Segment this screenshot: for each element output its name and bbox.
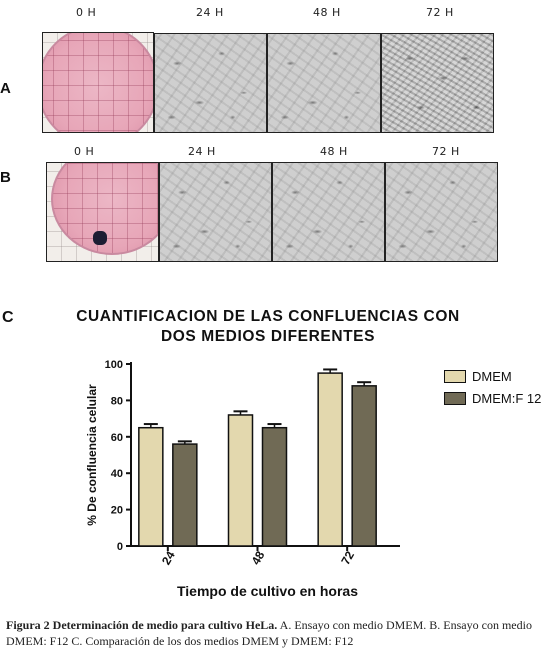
panel-b-image-48h: [272, 162, 385, 262]
bar-dmem-48: [227, 414, 254, 547]
panel-a-time-0h: 0 H: [76, 6, 97, 19]
caption-text: A. Ensayo con medio DMEM. B. Ensayo con …: [6, 618, 532, 648]
panel-b-image-72h: [385, 162, 498, 262]
y-tick-label: 100: [105, 359, 123, 371]
legend-item-dmem: DMEM: [444, 369, 512, 384]
x-tick-label: 48: [249, 548, 268, 567]
panel-a-image-72h: [381, 33, 494, 133]
panel-a-image-24h: [154, 33, 267, 133]
panel-a-label: A: [0, 80, 11, 97]
legend-item-dmem-f12: DMEM:F 12: [444, 391, 541, 406]
bar-dmem-f-12-72: [351, 385, 377, 547]
y-tick-label: 40: [111, 468, 123, 480]
y-tick-label: 20: [111, 505, 123, 517]
panel-b-time-0h: 0 H: [74, 145, 95, 158]
x-tick-label: 72: [338, 548, 357, 567]
legend-swatch-dmem-f12: [444, 392, 466, 405]
legend-swatch-dmem: [444, 370, 466, 383]
panel-a-image-0h: [42, 32, 154, 133]
bar-dmem-f-12-48: [261, 426, 288, 547]
panel-a-image-48h: [267, 33, 381, 133]
panel-b-image-24h: [159, 162, 272, 262]
panel-a-time-24h: 24 H: [196, 6, 224, 19]
panel-c-label: C: [2, 309, 14, 326]
panel-b-time-24h: 24 H: [188, 145, 216, 158]
panel-b-label: B: [0, 169, 11, 186]
panel-a-time-72h: 72 H: [426, 6, 454, 19]
dark-mark: [93, 231, 107, 245]
y-axis-title: % De confluencia celular: [85, 384, 99, 526]
bar-dmem-72: [317, 372, 343, 547]
chart-title-line2: DOS MEDIOS DIFERENTES: [160, 328, 376, 345]
y-tick-label: 60: [111, 432, 123, 444]
panel-a-time-48h: 48 H: [313, 6, 341, 19]
y-tick-label: 0: [117, 541, 123, 553]
bar-dmem-24: [138, 426, 164, 547]
caption-bold: Figura 2 Determinación de medio para cul…: [6, 618, 278, 632]
x-tick-label: 24: [159, 548, 178, 567]
y-tick-label: 80: [111, 395, 123, 407]
panel-b-image-0h: [46, 162, 159, 262]
legend-label-dmem-f12: DMEM:F 12: [472, 391, 542, 406]
chart-title-line1: CUANTIFICACION DE LAS CONFLUENCIAS CON: [76, 308, 460, 325]
panel-b-time-48h: 48 H: [320, 145, 348, 158]
bar-dmem-f-12-24: [172, 443, 198, 547]
legend-label-dmem: DMEM: [472, 369, 512, 384]
panel-b-time-72h: 72 H: [432, 145, 460, 158]
figure-caption: Figura 2 Determinación de medio para cul…: [6, 617, 554, 649]
x-axis-title: Tiempo de cultivo en horas: [177, 583, 358, 599]
